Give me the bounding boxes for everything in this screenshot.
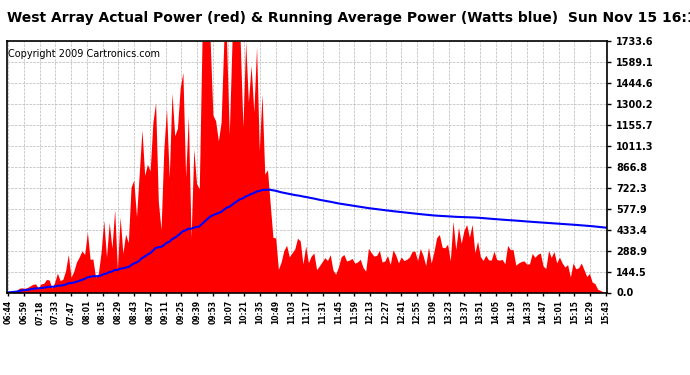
Text: West Array Actual Power (red) & Running Average Power (Watts blue)  Sun Nov 15 1: West Array Actual Power (red) & Running …: [7, 11, 690, 25]
Text: Copyright 2009 Cartronics.com: Copyright 2009 Cartronics.com: [8, 49, 160, 59]
